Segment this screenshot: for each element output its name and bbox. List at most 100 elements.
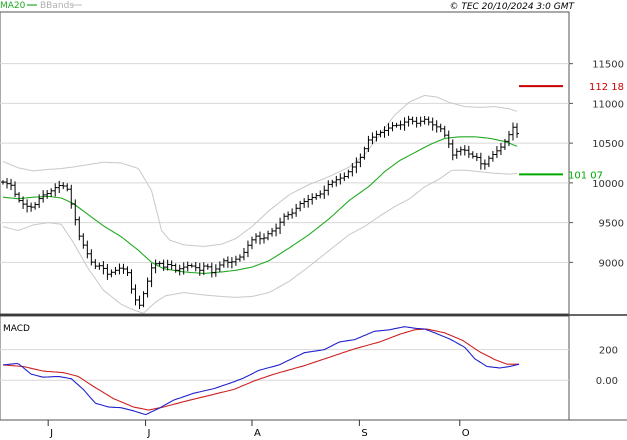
price-tick-label: 9500 <box>599 219 624 230</box>
ohlc-bar <box>117 263 122 275</box>
ohlc-bar <box>133 284 138 306</box>
month-label: J <box>147 428 151 439</box>
ohlc-bar <box>209 262 214 278</box>
ohlc-bar <box>366 135 371 153</box>
month-label: J <box>49 428 53 439</box>
ohlc-bar <box>338 173 343 185</box>
ohlc-bar <box>394 122 399 128</box>
ohlc-bar <box>334 175 339 187</box>
ohlc-bar <box>233 255 238 266</box>
ohlc-bar <box>161 259 166 271</box>
ohlc-bar <box>342 172 347 182</box>
ohlc-bar <box>81 233 86 249</box>
ohlc-bar <box>165 259 170 271</box>
ohlc-bar <box>258 231 262 245</box>
ohlc-bar <box>217 261 222 272</box>
ohlc-bar <box>306 194 311 208</box>
ohlc-bar <box>89 249 94 266</box>
ohlc-bar <box>237 254 242 262</box>
ma20-line-group <box>2 136 518 275</box>
price-tick-label: 9000 <box>599 258 624 269</box>
copyright-text: © TEC 20/10/2024 3:0 GMT <box>449 2 575 12</box>
ohlc-bar <box>185 261 190 272</box>
ohlc-bar <box>29 202 34 212</box>
ohlc-bar <box>515 123 519 138</box>
ohlc-bar <box>402 117 407 131</box>
macd-tick-label: 200 <box>599 346 618 357</box>
price-grid <box>0 63 569 263</box>
ohlc-bar <box>410 116 415 125</box>
ohlc-bar <box>362 146 367 160</box>
ohlc-bar <box>73 199 78 226</box>
ohlc-bar <box>105 263 110 280</box>
macd-label: MACD <box>3 324 30 334</box>
ohlc-bar <box>121 263 126 274</box>
ohlc-bar <box>181 262 186 275</box>
ohlc-bar <box>482 159 487 170</box>
ohlc-bar <box>129 269 134 294</box>
ohlc-bar <box>370 132 375 145</box>
ohlc-bar <box>474 152 479 162</box>
ohlc-bar <box>5 178 10 189</box>
macd-lines <box>2 326 520 416</box>
ohlc-bar <box>85 240 90 259</box>
ohlc-bar <box>426 116 431 126</box>
price-tick-label: 11500 <box>592 60 624 71</box>
legend: MA20 BBands <box>0 1 82 11</box>
ohlc-bar <box>438 123 443 133</box>
ohlc-bar <box>286 211 291 220</box>
ma20-line <box>2 136 518 275</box>
ohlc-bar <box>69 184 74 209</box>
ohlc-bar <box>506 130 511 147</box>
ohlc-bar <box>466 145 471 158</box>
ohlc-bar <box>113 266 118 275</box>
ohlc-bar <box>298 200 303 212</box>
ohlc-bar <box>446 130 451 149</box>
macd-line <box>2 326 520 416</box>
ohlc-bar <box>422 115 427 125</box>
ohlc-bar <box>354 157 359 174</box>
ohlc-bar <box>490 150 495 162</box>
ohlc-bar <box>330 179 335 188</box>
ohlc-bar <box>266 230 271 241</box>
ohlc-bar <box>25 199 30 213</box>
ohlc-bar <box>302 198 307 208</box>
ohlc-bar <box>314 193 319 200</box>
ohlc-bar <box>137 295 142 310</box>
ohlc-bar <box>45 190 50 199</box>
ohlc-bar <box>262 233 267 244</box>
ohlc-bar <box>346 169 351 179</box>
ohlc-bar <box>37 194 42 209</box>
ohlc-bar <box>145 277 150 298</box>
ohlc-bar <box>241 247 246 261</box>
ohlc-bar <box>442 125 447 138</box>
price-tick-label: 10000 <box>592 179 624 190</box>
ohlc-bar <box>177 264 182 276</box>
legend-bb-label: BBands <box>40 1 74 11</box>
ohlc-bar <box>253 233 258 244</box>
ohlc-bar <box>213 264 218 277</box>
ohlc-bar <box>17 192 22 203</box>
ohlc-bar <box>278 217 283 234</box>
ohlc-bar <box>169 260 174 270</box>
price-tick-label: 11000 <box>592 99 624 110</box>
ohlc-bar <box>77 216 82 241</box>
ohlc-bar <box>434 120 439 133</box>
ohlc-bar <box>13 181 18 198</box>
macd-panel <box>0 315 570 421</box>
ohlc-bar <box>41 190 46 203</box>
ohlc-bar <box>454 148 459 159</box>
ohlc-bar <box>149 263 154 288</box>
ohlc-bar <box>173 263 178 273</box>
ohlc-bar <box>93 259 98 270</box>
ohlc-bar <box>125 266 130 277</box>
month-label: A <box>254 428 261 439</box>
price-tick-label: 10500 <box>592 139 624 150</box>
ohlc-bar <box>53 183 58 197</box>
ohlc-bar <box>97 262 102 270</box>
ohlc-bar <box>458 146 463 156</box>
price-panel <box>0 11 570 315</box>
ohlc-bar <box>157 261 162 267</box>
ohlc-bar <box>378 130 383 138</box>
